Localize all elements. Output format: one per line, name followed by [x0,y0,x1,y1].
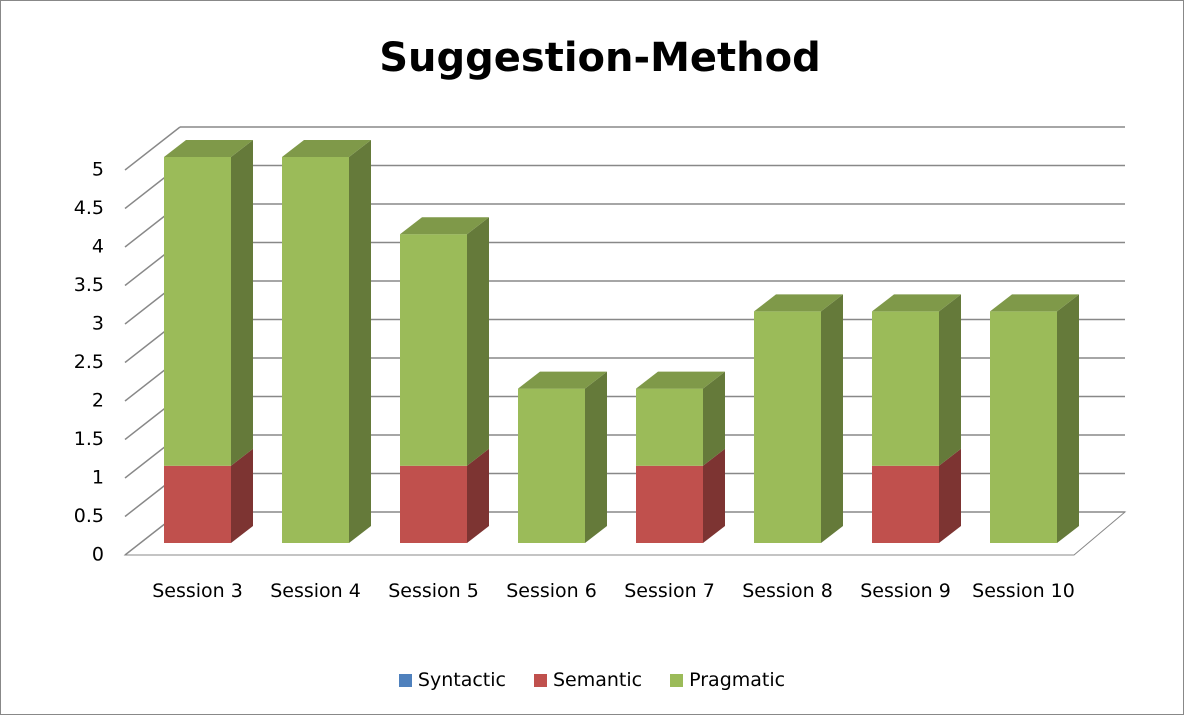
bar-side [939,294,961,466]
bar-front [636,465,703,543]
bar-segment [164,448,253,543]
bar-side [467,217,489,466]
x-tick-label: Session 9 [860,580,951,602]
legend-label: Pragmatic [689,669,786,691]
legend: Syntactic Semantic Pragmatic [0,669,1184,691]
bar-side [939,448,961,543]
bar-front [872,311,939,466]
bar-front [518,388,585,543]
x-tick-label: Session 4 [270,580,361,602]
x-tick-label: Session 6 [506,580,597,602]
legend-item: Semantic [533,669,643,691]
y-tick-label: 5 [92,159,104,181]
bar-segment [636,448,725,543]
y-tick-label: 0.5 [74,505,104,527]
bar-side [821,294,843,543]
legend-label: Semantic [552,669,643,691]
bar-top [282,140,371,157]
bar-segment [282,140,371,543]
legend-swatch [533,673,547,687]
y-tick-label: 0 [92,544,104,566]
bar-side [467,448,489,543]
bar-side [703,448,725,543]
x-tick-label: Session 5 [388,580,479,602]
bar-side [231,448,253,543]
bar-top [990,294,1079,312]
bar-segment [400,217,489,466]
legend-item: Syntactic [398,669,506,691]
bar-segment [400,448,489,543]
bar-side [703,371,725,466]
y-tick-label: 2.5 [74,351,104,373]
y-tick-label: 4.5 [74,197,104,219]
y-tick-label: 1.5 [74,428,104,450]
bar-segment [518,371,607,543]
bar-top [164,140,253,157]
bar-segment [164,140,253,466]
bar-top [400,217,489,235]
bar-front [636,388,703,466]
bar-front [164,157,231,466]
x-tick-label: Session 10 [972,580,1075,602]
x-tick-label: Session 7 [624,580,715,602]
bar-segment [872,448,961,543]
bar-segment [990,294,1079,543]
y-tick-label: 3.5 [74,274,104,296]
legend-swatch [398,673,412,687]
legend-label: Syntactic [417,669,506,691]
bar-front [282,157,349,543]
chart-title: Suggestion-Method [379,35,821,81]
y-tick-label: 2 [92,390,104,412]
bar-front [400,234,467,466]
bar-segment [872,294,961,466]
bar-front [990,311,1057,543]
bar-front [872,465,939,543]
bar-segment [636,371,725,466]
bar-front [164,465,231,543]
bar-top [636,371,725,389]
bar-side [585,371,607,543]
grid-line [124,126,181,171]
bar-front [754,311,821,543]
y-tick-label: 3 [92,313,104,335]
bar-segment [754,294,843,543]
bar-side [1057,294,1079,543]
legend-swatch [670,673,684,687]
bar-top [518,371,607,389]
bar-top [872,294,961,312]
bar-front [400,465,467,543]
x-tick-label: Session 8 [742,580,833,602]
legend-item: Pragmatic [670,669,785,691]
x-tick-label: Session 3 [152,580,243,602]
bar-side [349,140,371,543]
bar-side [231,140,253,466]
bar-top [754,294,843,312]
y-tick-label: 4 [92,236,104,258]
y-tick-label: 1 [92,467,104,489]
